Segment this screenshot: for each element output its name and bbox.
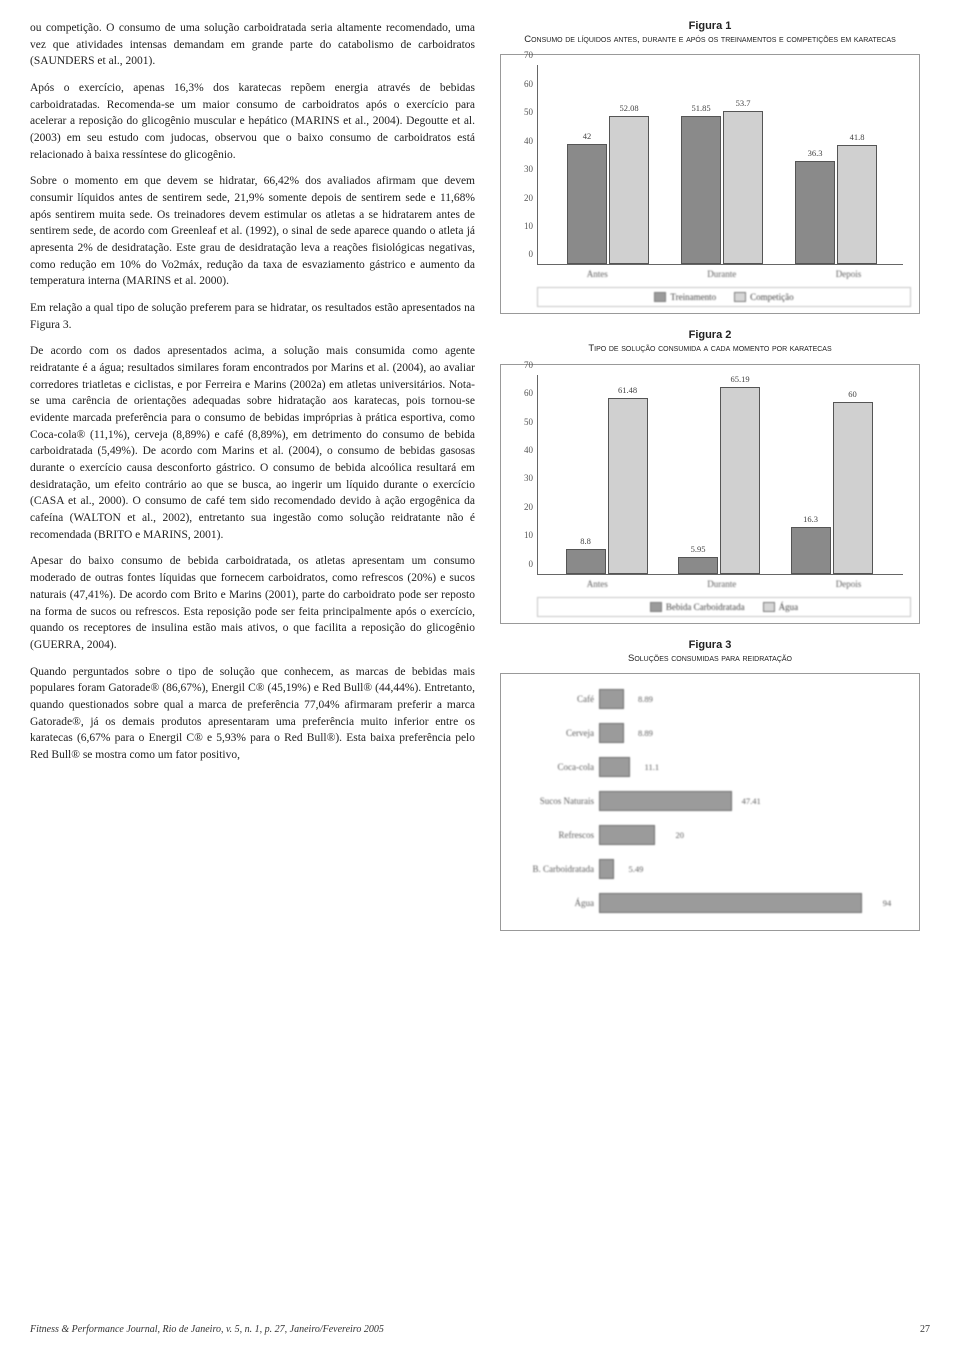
figure-2-chart: 0102030405060708.861.485.9565.1916.360 A… [500,364,920,624]
paragraph: Em relação a qual tipo de solução prefer… [30,300,475,333]
paragraph: Apesar do baixo consumo de bebida carboi… [30,553,475,653]
footer-citation: Fitness & Performance Journal, Rio de Ja… [30,1324,384,1335]
figure-2-subtitle: Tipo de solução consumida a cada momento… [500,343,920,355]
figure-3-subtitle: Soluções consumidas para reidratação [500,653,920,665]
paragraph: De acordo com os dados apresentados acim… [30,343,475,543]
figure-3-title: Figura 3 [500,639,920,651]
page-number: 27 [920,1324,930,1335]
page-footer: Fitness & Performance Journal, Rio de Ja… [30,1324,930,1335]
paragraph: Quando perguntados sobre o tipo de soluç… [30,664,475,764]
figure-3-chart: Café8.89Cerveja8.89Coca-cola11.1Sucos Na… [500,673,920,931]
text-column: ou competição. O consumo de uma solução … [30,20,475,931]
figure-1-title: Figura 1 [500,20,920,32]
figure-1-chart: 0102030405060704252.0851.8553.736.341.8 … [500,54,920,314]
page-content: ou competição. O consumo de uma solução … [30,20,930,931]
paragraph: Após o exercício, apenas 16,3% dos karat… [30,80,475,163]
figure-3: Figura 3 Soluções consumidas para reidra… [500,639,920,931]
figure-2-title: Figura 2 [500,329,920,341]
paragraph: ou competição. O consumo de uma solução … [30,20,475,70]
figures-column: Figura 1 Consumo de líquidos antes, dura… [500,20,920,931]
figure-2: Figura 2 Tipo de solução consumida a cad… [500,329,920,623]
figure-1-subtitle: Consumo de líquidos antes, durante e apó… [500,34,920,46]
figure-1: Figura 1 Consumo de líquidos antes, dura… [500,20,920,314]
paragraph: Sobre o momento em que devem se hidratar… [30,173,475,290]
